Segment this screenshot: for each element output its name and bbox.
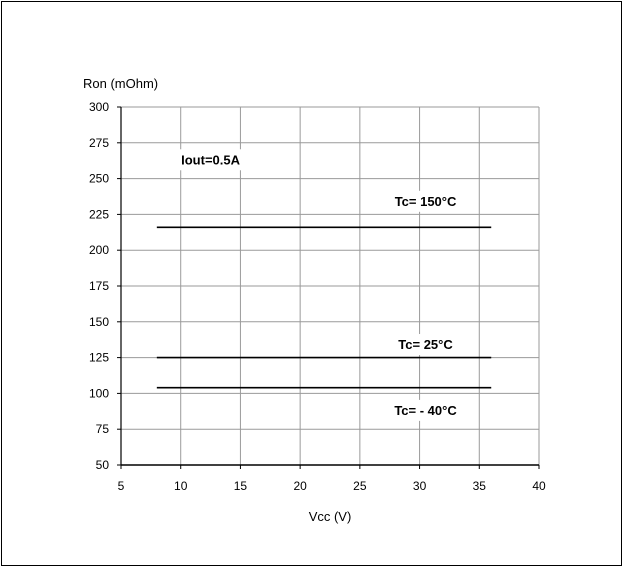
y-tick-label: 275 xyxy=(89,136,109,150)
y-tick-label: 300 xyxy=(89,100,109,114)
x-tick-label: 15 xyxy=(234,479,248,493)
x-tick-label: 35 xyxy=(473,479,487,493)
x-tick-label: 25 xyxy=(353,479,367,493)
x-tick-label: 10 xyxy=(174,479,188,493)
annotation-background xyxy=(388,399,464,421)
y-tick-label: 150 xyxy=(89,315,109,329)
y-tick-label: 125 xyxy=(89,351,109,365)
annotations: Iout=0.5A Tc= 150°C Tc= 25°C Tc= - 40°C xyxy=(175,149,464,421)
y-tick-label: 175 xyxy=(89,279,109,293)
annotation-background xyxy=(175,149,247,171)
x-tick-label: 30 xyxy=(413,479,427,493)
annotation-tc25: Tc= 25°C xyxy=(398,337,453,352)
annotation-background xyxy=(392,334,460,356)
annotation-background xyxy=(388,190,463,212)
y-tick-label: 75 xyxy=(96,422,110,436)
axis-layer xyxy=(117,106,540,469)
annotation-iout: Iout=0.5A xyxy=(181,152,240,167)
annotation-tcm40: Tc= - 40°C xyxy=(394,403,457,418)
annotation-tc150: Tc= 150°C xyxy=(395,194,457,209)
x-tick-label: 40 xyxy=(532,479,546,493)
series-layer xyxy=(156,226,492,389)
y-tick-label: 250 xyxy=(89,172,109,186)
y-axis-title: Ron (mOhm) xyxy=(83,76,158,91)
x-axis-title: Vcc (V) xyxy=(309,509,352,524)
y-tick-label: 100 xyxy=(89,386,109,400)
tick-labels: 5 10 15 20 25 30 35 40 50 75 100 125 150 175 200 225 250… xyxy=(89,100,546,493)
x-tick-label: 20 xyxy=(293,479,307,493)
x-tick-label: 5 xyxy=(118,479,125,493)
y-tick-label: 200 xyxy=(89,243,109,257)
y-tick-label: 50 xyxy=(96,458,110,472)
y-tick-label: 225 xyxy=(89,207,109,221)
